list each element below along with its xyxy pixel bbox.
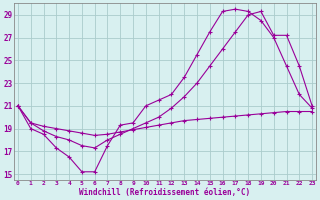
X-axis label: Windchill (Refroidissement éolien,°C): Windchill (Refroidissement éolien,°C) [79, 188, 251, 197]
